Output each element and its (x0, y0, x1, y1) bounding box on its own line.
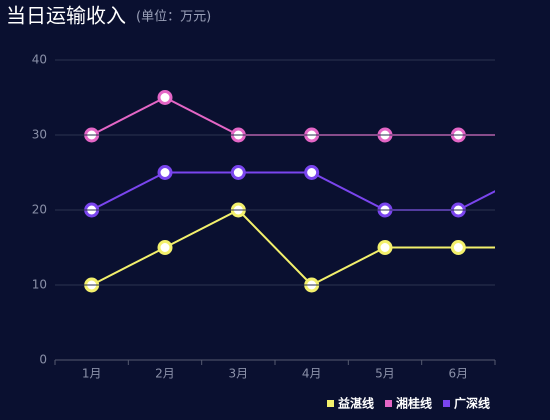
legend-swatch (327, 400, 334, 407)
point-marker (230, 165, 246, 180)
y-tick-label: 0 (39, 353, 47, 367)
x-tick-label: 4月 (302, 367, 322, 381)
chart-subtitle: (单位：万元) (136, 10, 211, 25)
y-tick-label: 10 (32, 278, 47, 292)
y-tick-label: 30 (32, 128, 47, 142)
legend-label: 广深线 (454, 396, 490, 411)
legend-swatch (385, 400, 392, 407)
x-tick-label: 3月 (229, 367, 249, 381)
x-tick-label: 2月 (155, 367, 175, 381)
legend-label: 湘桂线 (396, 396, 432, 411)
point-marker (157, 165, 173, 180)
x-tick-label: 1月 (82, 367, 102, 381)
point-marker (450, 240, 466, 255)
x-tick-label: 6月 (449, 367, 469, 381)
y-tick-label: 40 (32, 53, 47, 67)
point-marker (157, 90, 173, 105)
point-marker (377, 240, 393, 255)
point-marker (304, 165, 320, 180)
chart-title: 当日运输收入 (6, 4, 126, 28)
legend-label: 益湛线 (338, 396, 374, 411)
x-tick-label: 5月 (375, 367, 395, 381)
y-tick-label: 20 (32, 203, 47, 217)
point-marker (157, 240, 173, 255)
legend-swatch (443, 400, 450, 407)
